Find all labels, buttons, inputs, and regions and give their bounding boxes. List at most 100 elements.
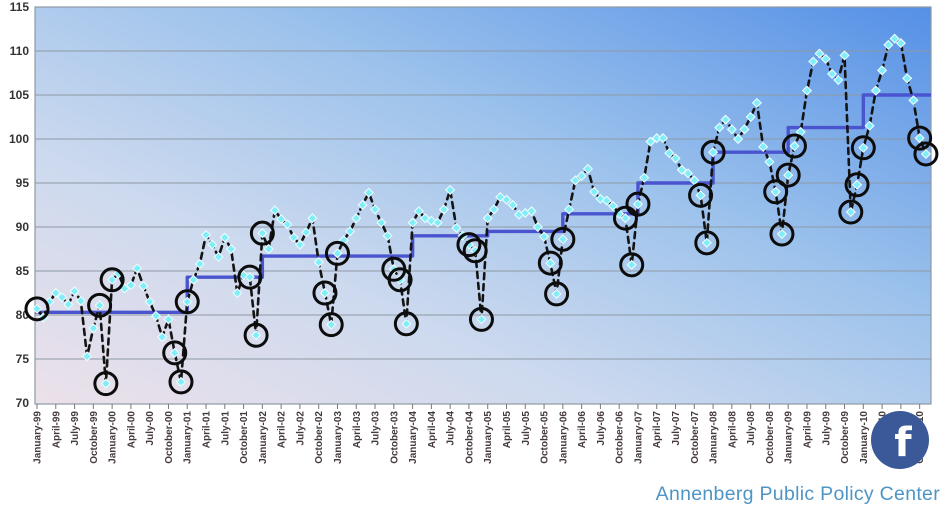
highlight-circle <box>318 312 344 338</box>
data-point <box>877 65 888 76</box>
data-point <box>501 194 512 205</box>
highlight-circle <box>162 340 188 366</box>
facebook-letter: f <box>894 420 912 466</box>
y-tick-label: 75 <box>16 352 30 366</box>
data-point <box>670 153 681 164</box>
highlight-circle <box>387 267 413 293</box>
highlight-circle <box>249 220 275 246</box>
data-point <box>783 170 794 181</box>
highlight-circle <box>24 296 50 322</box>
data-point <box>182 296 193 307</box>
x-tick-label: April-03 <box>352 411 363 449</box>
data-point <box>551 288 562 299</box>
data-point <box>902 73 913 84</box>
y-tick-label: 90 <box>16 220 30 234</box>
data-point <box>107 274 118 285</box>
data-point <box>833 74 844 86</box>
data-point <box>75 295 86 306</box>
data-point <box>789 140 800 152</box>
data-point <box>532 221 543 233</box>
data-point <box>733 133 744 145</box>
highlight-circle <box>550 226 576 252</box>
step-line <box>35 93 931 315</box>
data-point <box>758 141 769 152</box>
y-tick-label: 105 <box>9 88 29 102</box>
data-point <box>132 263 143 274</box>
data-point <box>50 287 61 299</box>
highlight-circle <box>168 369 194 395</box>
y-tick-label: 100 <box>9 132 29 146</box>
data-point <box>676 164 687 175</box>
data-point <box>908 95 919 106</box>
data-point <box>69 286 80 297</box>
data-point <box>488 204 500 215</box>
data-point <box>864 120 875 131</box>
data-point <box>564 204 575 215</box>
data-point <box>657 133 669 144</box>
data-point <box>169 347 180 358</box>
x-tick-label: October-07 <box>690 411 701 464</box>
data-point <box>645 136 656 147</box>
data-point <box>313 257 324 268</box>
x-tick-label: July-01 <box>220 411 231 446</box>
data-point <box>582 163 593 174</box>
data-point <box>632 199 644 210</box>
x-tick-label: July-09 <box>821 411 832 446</box>
highlight-circle <box>612 205 638 231</box>
data-point <box>207 239 218 250</box>
data-point <box>363 187 374 198</box>
highlight-circle <box>537 250 563 276</box>
data-point <box>895 38 906 49</box>
data-point <box>44 296 55 307</box>
highlight-circle <box>619 252 645 278</box>
data-point <box>269 205 280 216</box>
data-point <box>720 114 731 125</box>
highlight-circle <box>99 267 125 293</box>
data-point <box>288 232 299 243</box>
data-point <box>56 292 68 303</box>
data-point <box>776 228 788 240</box>
x-tick-label: April-02 <box>277 411 288 449</box>
x-tick-label: July-06 <box>596 411 607 446</box>
data-point <box>714 122 725 133</box>
data-point <box>369 204 381 215</box>
data-point <box>476 314 487 325</box>
data-point <box>808 56 819 67</box>
facebook-icon[interactable]: f <box>871 411 929 469</box>
x-tick-label: April-01 <box>202 411 213 449</box>
data-point <box>751 97 762 108</box>
data-point <box>319 287 331 299</box>
data-point <box>244 272 255 283</box>
x-tick-label: January-09 <box>784 411 795 464</box>
data-point <box>889 33 900 44</box>
data-point <box>745 111 756 123</box>
x-tick-label: October-01 <box>239 411 250 464</box>
x-tick-label: April-07 <box>652 411 663 449</box>
x-tick-label: July-08 <box>746 411 757 446</box>
highlight-circle <box>237 264 263 290</box>
highlight-circle <box>625 191 651 217</box>
data-point <box>708 147 719 158</box>
data-point <box>63 299 74 310</box>
data-point <box>344 226 356 237</box>
highlight-circle <box>781 133 807 159</box>
highlight-circle <box>913 141 939 167</box>
x-tick-label: January-10 <box>859 411 870 464</box>
data-point <box>213 251 224 262</box>
data-point <box>839 50 850 61</box>
data-point <box>263 243 274 255</box>
data-point <box>257 228 268 239</box>
data-point <box>682 168 694 179</box>
data-point <box>357 199 368 211</box>
highlight-circle <box>907 125 933 151</box>
data-point <box>163 314 174 325</box>
data-point <box>200 229 212 240</box>
data-point <box>157 331 168 343</box>
data-point <box>858 142 869 153</box>
highlight-circle <box>468 306 494 332</box>
x-tick-label: October-08 <box>765 411 776 464</box>
data-point <box>770 186 781 197</box>
x-tick-label: October-02 <box>314 411 325 464</box>
x-tick-label: October-04 <box>464 411 475 464</box>
